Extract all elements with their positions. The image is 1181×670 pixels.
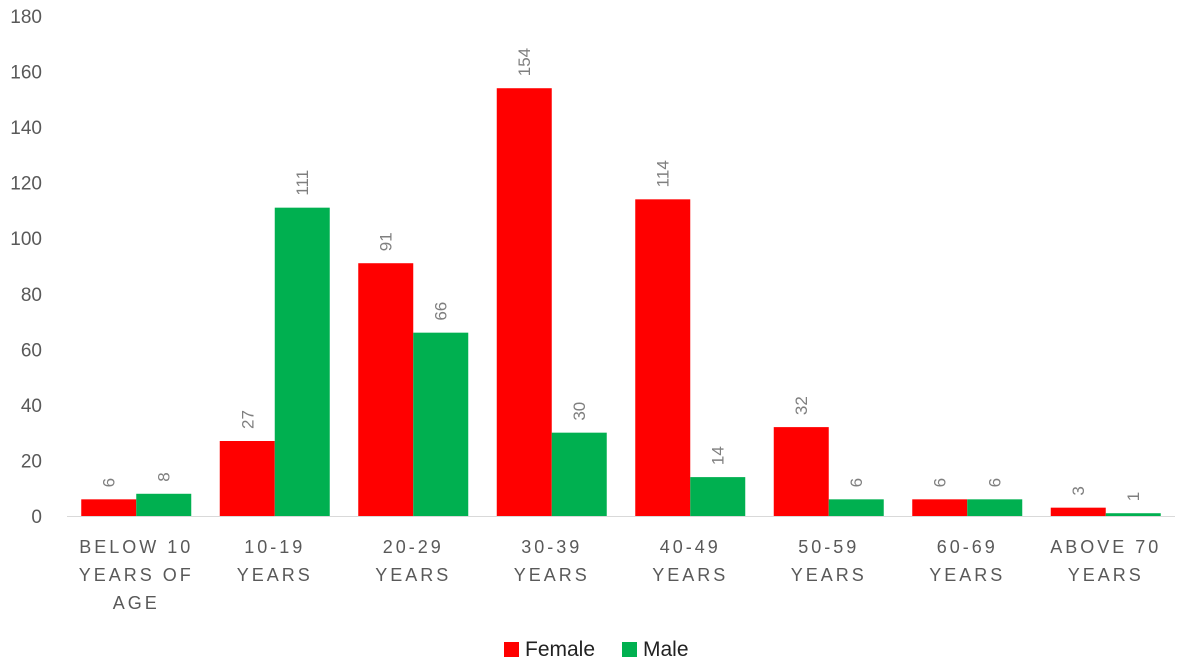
data-label: 27 <box>238 410 257 429</box>
data-label: 154 <box>515 48 534 76</box>
y-tick-label: 20 <box>21 451 42 472</box>
legend-swatch-male <box>622 642 637 657</box>
x-category-label: 50-59 YEARS <box>791 537 867 585</box>
bar-male <box>967 499 1023 516</box>
x-axis: BELOW 10 YEARS OF AGE 10-19 YEARS 20-29 YEARS 3… <box>67 516 1175 613</box>
data-label: 30 <box>570 402 589 421</box>
y-axis: 0 20 40 60 80 100 120 140 160 180 <box>10 7 42 528</box>
x-category-label: 20-29 YEARS <box>375 537 451 585</box>
bar-female <box>358 263 414 516</box>
y-tick-label: 160 <box>10 63 42 84</box>
data-label: 111 <box>293 170 312 196</box>
legend-swatch-female <box>504 642 519 657</box>
y-tick-label: 0 <box>31 507 42 528</box>
bar-male <box>413 332 469 516</box>
data-label: 114 <box>654 160 673 187</box>
x-category-label: 40-49 YEARS <box>652 537 728 585</box>
bar-female <box>496 88 552 516</box>
data-label: 6 <box>847 478 866 487</box>
bar-female <box>81 499 137 516</box>
bar-female <box>1050 507 1106 516</box>
legend-label-female: Female <box>525 638 595 661</box>
data-label: 6 <box>931 478 950 487</box>
data-label: 66 <box>432 302 451 321</box>
bar-male <box>1105 513 1161 516</box>
legend-label-male: Male <box>643 638 689 661</box>
data-label: 91 <box>377 232 396 251</box>
x-category-label: BELOW 10 YEARS OF AGE <box>79 537 194 613</box>
x-category-label: ABOVE 70 YEARS <box>1050 537 1161 585</box>
data-label: 3 <box>1069 486 1088 495</box>
y-tick-label: 80 <box>21 285 42 306</box>
data-label: 6 <box>986 478 1005 487</box>
data-label: 6 <box>100 478 119 487</box>
x-category-label: 30-39 YEARS <box>514 537 590 585</box>
bar-male <box>136 493 192 516</box>
data-label: 8 <box>155 472 174 481</box>
bar-female <box>635 199 691 517</box>
x-category-label: 60-69 YEARS <box>929 537 1005 585</box>
y-tick-label: 180 <box>10 7 42 28</box>
y-tick-label: 140 <box>10 118 42 139</box>
x-category-label: 10-19 YEARS <box>237 537 313 585</box>
legend: Female Male <box>504 638 689 661</box>
y-tick-label: 60 <box>21 340 42 361</box>
bar-female <box>773 427 829 516</box>
data-label: 1 <box>1124 492 1143 501</box>
y-tick-label: 100 <box>10 229 42 250</box>
bar-male <box>274 207 330 516</box>
bar-female <box>912 499 968 516</box>
bar-female <box>219 441 275 516</box>
y-tick-label: 120 <box>10 174 42 195</box>
data-label: 14 <box>709 446 728 465</box>
bar-male <box>690 477 746 516</box>
y-tick-label: 40 <box>21 396 42 417</box>
bar-male <box>551 432 607 516</box>
bar-male <box>828 499 884 516</box>
data-label: 32 <box>792 396 811 415</box>
